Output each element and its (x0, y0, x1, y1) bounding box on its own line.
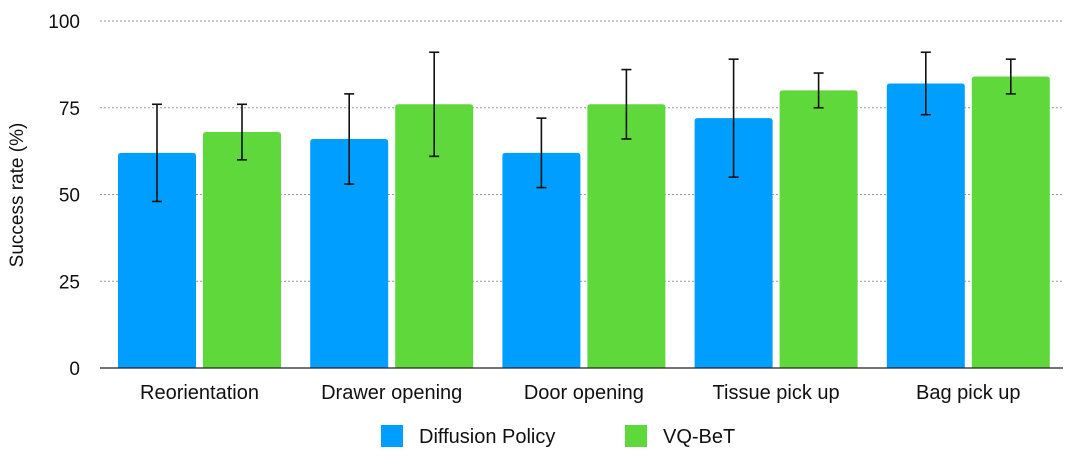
bar-vq-bet-0 (203, 132, 281, 368)
error-bar (237, 103, 247, 161)
legend-swatch-diffusion-policy (381, 425, 403, 447)
bars (118, 76, 1050, 369)
error-bars (152, 51, 1016, 203)
x-category-label: Tissue pick up (713, 382, 840, 404)
error-bar (429, 51, 440, 158)
bar-vq-bet-2 (587, 104, 666, 368)
legend-label: Diffusion Policy (419, 426, 555, 448)
error-bar (728, 58, 739, 178)
bar-vq-bet-1 (395, 104, 474, 368)
error-bar (344, 93, 355, 185)
error-bar (813, 72, 824, 109)
x-axis-categories: Reorientation Drawer opening Door opening T… (140, 382, 1021, 404)
y-tick-label: 100 (48, 12, 80, 33)
error-bar (536, 117, 547, 189)
error-bar (152, 103, 162, 203)
legend-label: VQ-BeT (663, 426, 735, 448)
bar-diffusion-policy-4 (886, 83, 965, 369)
bar-vq-bet-3 (779, 90, 858, 369)
error-bar (920, 51, 931, 116)
y-tick-label: 25 (59, 272, 80, 293)
y-tick-label: 0 (69, 359, 80, 380)
legend-swatch-vq-bet (625, 425, 647, 447)
bar-diffusion-policy-2 (502, 152, 581, 368)
error-bar (621, 68, 632, 140)
x-category-label: Door opening (524, 382, 644, 404)
x-category-label: Reorientation (140, 382, 259, 404)
bar-diffusion-policy-1 (310, 138, 389, 368)
bar-diffusion-policy-3 (694, 118, 773, 368)
legend: Diffusion Policy VQ-BeT (381, 425, 735, 448)
x-category-label: Bag pick up (916, 382, 1021, 404)
y-axis-ticks: 0 25 50 75 100 (48, 12, 80, 380)
y-tick-label: 75 (59, 99, 80, 120)
bar-diffusion-policy-0 (118, 152, 196, 368)
bar-vq-bet-4 (971, 76, 1050, 369)
error-bar (1005, 58, 1016, 95)
x-category-label: Drawer opening (321, 382, 462, 404)
y-tick-label: 50 (59, 186, 80, 207)
y-axis-label: Success rate (%) (7, 123, 28, 268)
